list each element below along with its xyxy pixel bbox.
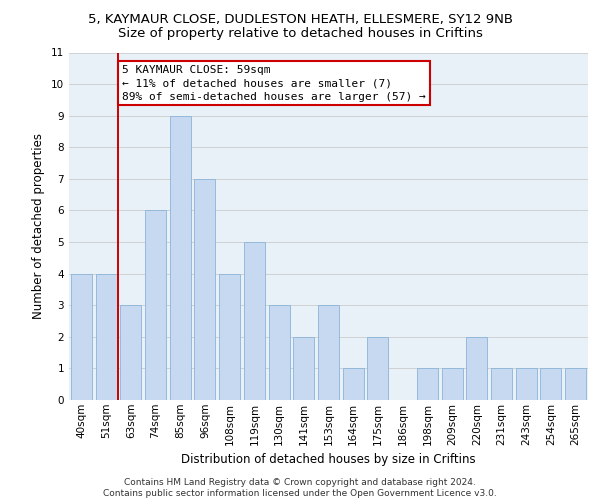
Bar [219,274,240,400]
Bar [343,368,364,400]
Bar [120,305,141,400]
Bar [516,368,537,400]
Bar [565,368,586,400]
Bar [194,179,215,400]
Bar [541,368,562,400]
Bar [95,274,116,400]
Bar [71,274,92,400]
Bar [145,210,166,400]
Bar [466,337,487,400]
Bar [293,337,314,400]
Bar [491,368,512,400]
Text: 5 KAYMAUR CLOSE: 59sqm
← 11% of detached houses are smaller (7)
89% of semi-deta: 5 KAYMAUR CLOSE: 59sqm ← 11% of detached… [122,65,426,102]
Bar [318,305,339,400]
Y-axis label: Number of detached properties: Number of detached properties [32,133,46,320]
Bar [442,368,463,400]
Text: 5, KAYMAUR CLOSE, DUDLESTON HEATH, ELLESMERE, SY12 9NB: 5, KAYMAUR CLOSE, DUDLESTON HEATH, ELLES… [88,12,512,26]
Text: Contains HM Land Registry data © Crown copyright and database right 2024.
Contai: Contains HM Land Registry data © Crown c… [103,478,497,498]
Bar [269,305,290,400]
X-axis label: Distribution of detached houses by size in Criftins: Distribution of detached houses by size … [181,453,476,466]
Bar [244,242,265,400]
Bar [417,368,438,400]
Bar [367,337,388,400]
Bar [170,116,191,400]
Text: Size of property relative to detached houses in Criftins: Size of property relative to detached ho… [118,28,482,40]
